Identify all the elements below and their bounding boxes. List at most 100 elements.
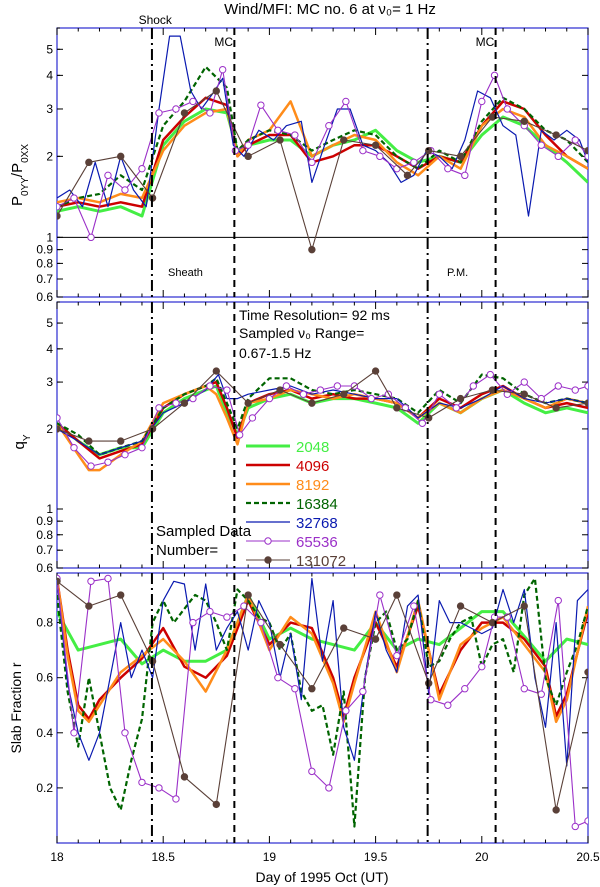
top-point-131072 bbox=[584, 146, 588, 155]
bottom-series-4096 bbox=[57, 578, 588, 721]
xtick-label: 18.5 bbox=[152, 850, 176, 864]
region-label-sheath: Sheath bbox=[168, 267, 203, 279]
top-point-65536 bbox=[57, 202, 61, 211]
xtick-label: 20 bbox=[475, 850, 489, 864]
bottom-point-131072 bbox=[276, 640, 284, 649]
middle-point-131072 bbox=[393, 404, 401, 412]
top-point-131072 bbox=[520, 117, 528, 125]
top-series-16384 bbox=[57, 65, 588, 208]
legend: 2048 4096 8192 16384 32768 65536 131072 bbox=[246, 439, 346, 570]
top-point-131072 bbox=[403, 171, 412, 180]
legend-marker-131072 bbox=[264, 556, 272, 564]
top-point-65536 bbox=[503, 105, 511, 113]
middle-point-131072 bbox=[276, 386, 284, 394]
bottom-point-65536 bbox=[206, 607, 214, 616]
bottom-point-65536 bbox=[308, 767, 316, 776]
middle-point-65536 bbox=[469, 382, 478, 390]
middle-point-65536 bbox=[206, 382, 214, 390]
top-point-65536 bbox=[461, 171, 469, 180]
legend-label-8192: 8192 bbox=[296, 477, 329, 494]
bottom-point-131072 bbox=[520, 602, 528, 610]
middle-point-131072 bbox=[117, 437, 125, 445]
bottom-point-65536 bbox=[189, 618, 197, 627]
bottom-point-131072 bbox=[340, 624, 348, 632]
bottom-series-group bbox=[57, 574, 588, 831]
middle-point-65536 bbox=[486, 370, 494, 379]
bottom-point-65536 bbox=[554, 596, 562, 605]
xtick-label: 19.5 bbox=[364, 850, 388, 864]
top-point-131072 bbox=[117, 152, 125, 161]
event-label-3: MC bbox=[476, 35, 495, 49]
middle-point-65536 bbox=[57, 414, 61, 422]
bottom-point-65536 bbox=[257, 618, 265, 627]
legend-label-16384: 16384 bbox=[296, 496, 338, 513]
top-ytick-label: 0.9 bbox=[36, 243, 53, 257]
top-point-65536 bbox=[274, 126, 282, 134]
event-label-0: Shock bbox=[139, 13, 173, 27]
top-ytick-label: 3 bbox=[46, 102, 53, 116]
bottom-point-65536 bbox=[325, 784, 333, 792]
top-point-65536 bbox=[554, 152, 562, 161]
bottom-point-65536 bbox=[461, 685, 469, 693]
xtick-label: 20.5 bbox=[576, 850, 600, 864]
bottom-ytick-label: 0.2 bbox=[36, 781, 53, 795]
series-layer bbox=[57, 35, 588, 831]
top-point-65536 bbox=[121, 186, 129, 194]
top-point-65536 bbox=[393, 164, 401, 173]
middle-point-131072 bbox=[244, 399, 252, 407]
top-point-131072 bbox=[371, 141, 380, 149]
top-point-65536 bbox=[376, 152, 384, 161]
bottom-point-65536 bbox=[274, 673, 282, 682]
middle-panel-ylabel: qY bbox=[11, 434, 33, 449]
bottom-series-2048 bbox=[57, 593, 588, 666]
top-point-65536 bbox=[206, 109, 214, 117]
middle-ytick-label: 0.8 bbox=[36, 528, 53, 542]
top-point-65536 bbox=[308, 158, 316, 167]
middle-point-65536 bbox=[121, 450, 129, 459]
bottom-point-131072 bbox=[212, 800, 221, 809]
top-point-65536 bbox=[138, 164, 146, 173]
top-point-65536 bbox=[218, 65, 227, 74]
middle-point-65536 bbox=[435, 390, 444, 398]
bottom-point-131072 bbox=[393, 591, 401, 599]
top-point-65536 bbox=[291, 131, 299, 139]
top-point-65536 bbox=[257, 101, 265, 109]
bottom-point-131072 bbox=[57, 577, 61, 585]
middle-point-65536 bbox=[265, 394, 274, 403]
top-point-65536 bbox=[104, 171, 112, 180]
middle-point-65536 bbox=[571, 386, 579, 394]
bottom-point-65536 bbox=[104, 574, 112, 583]
middle-point-131072 bbox=[456, 394, 465, 403]
middle-point-65536 bbox=[172, 399, 180, 407]
top-ytick-label: 5 bbox=[46, 42, 53, 56]
top-point-131072 bbox=[244, 152, 252, 161]
time-resolution-label: Time Resolution= 92 ms bbox=[239, 307, 390, 323]
event-lines bbox=[150, 28, 497, 843]
middle-point-65536 bbox=[367, 394, 376, 403]
bottom-point-65536 bbox=[291, 685, 299, 693]
top-point-65536 bbox=[537, 141, 545, 149]
event-label-1: MC bbox=[214, 35, 233, 49]
middle-ytick-label: 0.9 bbox=[36, 514, 53, 528]
top-panel-frame bbox=[56, 27, 589, 298]
top-point-65536 bbox=[478, 97, 486, 106]
bottom-point-131072 bbox=[456, 602, 465, 610]
top-ytick-label: 0.7 bbox=[36, 272, 53, 286]
middle-ytick-label: 0.7 bbox=[36, 543, 53, 557]
middle-point-65536 bbox=[282, 382, 291, 390]
bottom-point-131072 bbox=[180, 773, 189, 781]
middle-point-65536 bbox=[235, 431, 244, 439]
legend-label-65536: 65536 bbox=[296, 534, 338, 551]
middle-point-65536 bbox=[155, 404, 163, 412]
bottom-point-65536 bbox=[172, 795, 180, 803]
middle-point-131072 bbox=[340, 390, 348, 398]
top-series-65536 bbox=[57, 69, 588, 238]
bottom-series-131072 bbox=[57, 580, 588, 811]
middle-point-131072 bbox=[425, 414, 433, 422]
middle-point-65536 bbox=[584, 382, 588, 390]
bottom-ytick-label: 0.8 bbox=[36, 616, 53, 630]
bottom-point-65536 bbox=[444, 701, 452, 709]
middle-ytick-label: 0.6 bbox=[36, 561, 53, 575]
bottom-point-131072 bbox=[584, 668, 588, 676]
